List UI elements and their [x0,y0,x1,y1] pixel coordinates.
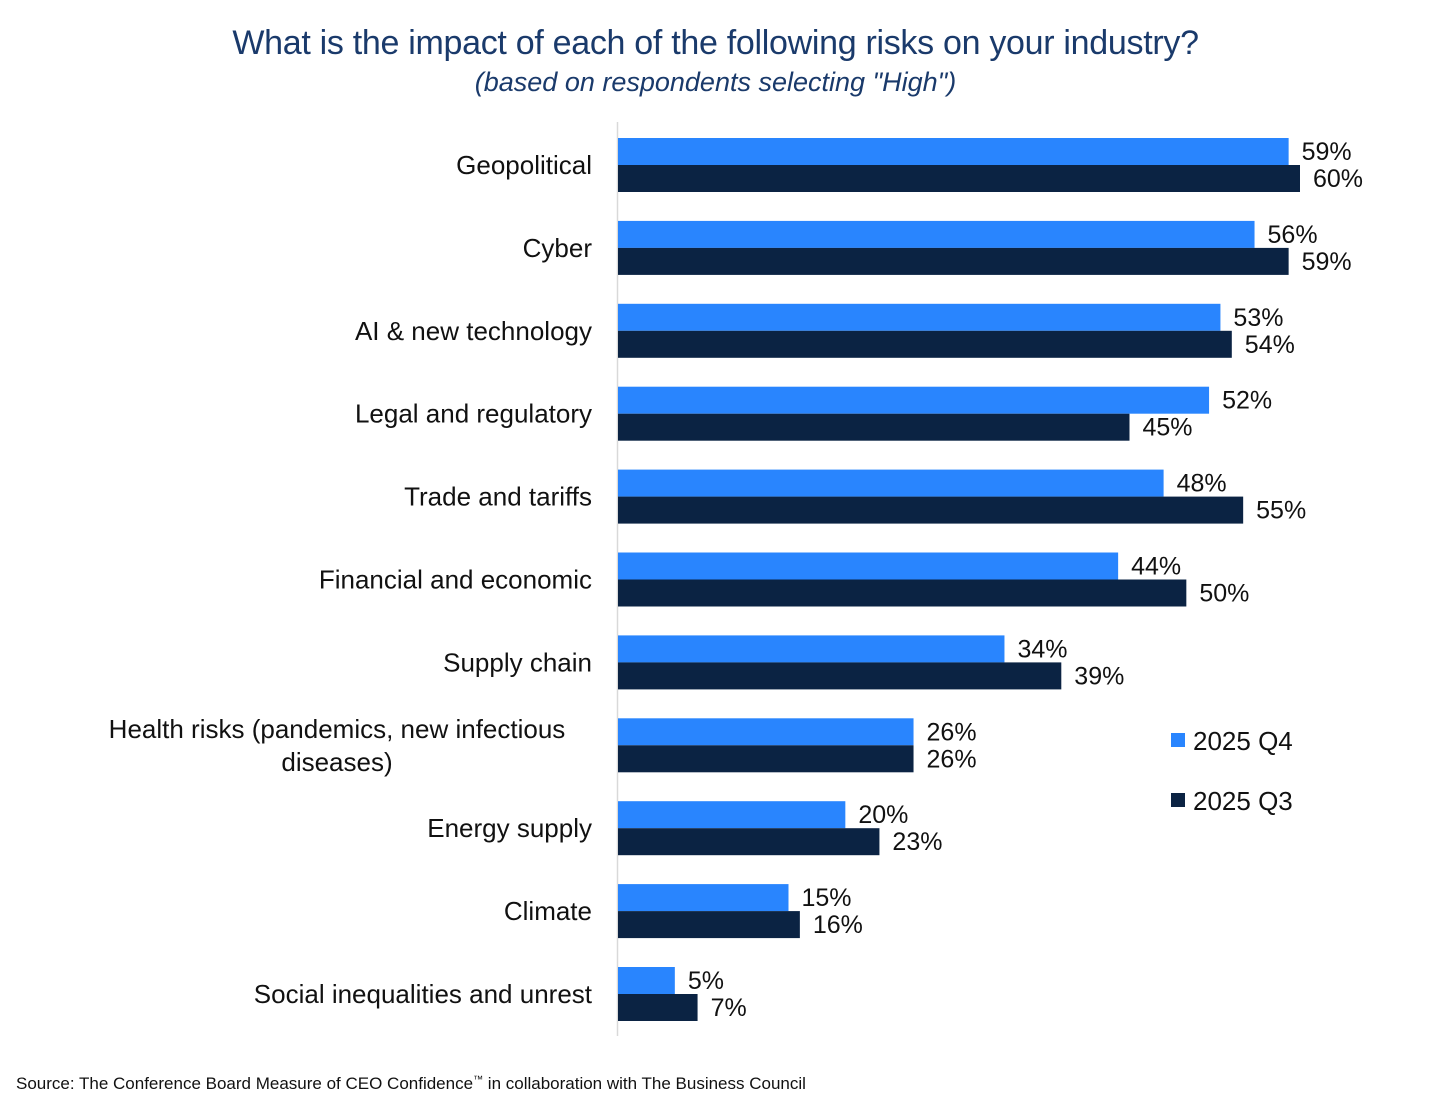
category-label: Geopolitical [456,150,592,180]
bar-2025-q3 [618,413,1130,441]
value-label: 52% [1222,387,1272,415]
bar-2025-q4 [618,967,675,994]
value-label: 39% [1074,662,1124,690]
bar-2025-q4 [618,386,1210,414]
bar-2025-q3 [618,662,1062,690]
category-label: Health risks (pandemics, new infectious d… [109,714,566,777]
value-label: 23% [892,828,942,856]
category-label-line: diseases) [281,747,392,777]
category-label: Climate [504,896,592,926]
value-label: 59% [1302,248,1352,276]
bar-2025-q4 [618,718,914,746]
chart-title: What is the impact of each of the follow… [232,24,1199,62]
value-label: 55% [1256,497,1306,525]
legend: 2025 Q4 2025 Q3 [1171,726,1293,816]
value-label: 44% [1131,553,1181,581]
source-note: Source: The Conference Board Measure of … [16,1074,806,1094]
bar-2025-q4 [618,303,1221,331]
bar-2025-q3 [618,165,1300,192]
value-label: 56% [1268,221,1318,249]
value-labels: 59%60%56%59%53%54%52%45%48%55%44%50%34%3… [688,138,1363,1022]
category-label: Trade and tariffs [404,482,592,512]
category-labels: Geopolitical Cyber AI & new technology Lega… [109,150,593,1009]
bar-2025-q3 [618,247,1289,275]
trademark-symbol: ™ [473,1074,484,1086]
value-label: 34% [1017,635,1067,663]
bar-2025-q4 [618,138,1289,165]
bar-2025-q3 [618,745,914,773]
bar-2025-q3 [618,994,698,1021]
source-text: Source: The Conference Board Measure of … [16,1074,474,1093]
category-label: Energy supply [427,813,592,843]
category-label: Social inequalities and unrest [254,979,593,1009]
value-label: 54% [1245,331,1295,359]
bar-2025-q3 [618,828,880,856]
value-label: 5% [688,967,724,995]
bars [618,138,1300,1021]
legend-label: 2025 Q4 [1193,726,1293,756]
bar-2025-q3 [618,330,1232,358]
legend-label: 2025 Q3 [1193,786,1293,816]
chart-subtitle: (based on respondents selecting "High") [474,67,957,97]
value-label: 50% [1199,580,1249,608]
bar-2025-q4 [618,884,789,912]
bar-2025-q4 [618,635,1005,663]
bar-2025-q3 [618,496,1244,524]
value-label: 16% [813,911,863,939]
value-label: 20% [858,801,908,829]
bar-chart: Geopolitical Cyber AI & new technology Lega… [109,122,1363,1036]
category-label: Legal and regulatory [355,399,592,429]
category-label: Supply chain [443,647,592,677]
value-label: 59% [1302,138,1352,166]
value-label: 15% [802,884,852,912]
value-label: 26% [927,745,977,773]
value-label: 7% [711,994,747,1022]
category-label-line: Health risks (pandemics, new infectious [109,714,566,744]
category-label: AI & new technology [355,316,592,346]
bar-2025-q4 [618,220,1255,248]
value-label: 26% [927,718,977,746]
value-label: 60% [1313,165,1363,193]
bar-2025-q3 [618,579,1187,607]
value-label: 48% [1177,470,1227,498]
bar-2025-q4 [618,469,1164,497]
value-label: 53% [1233,304,1283,332]
value-label: 45% [1143,414,1193,442]
category-label: Financial and economic [319,565,592,595]
bar-2025-q4 [618,552,1119,580]
legend-swatch-2025-q4 [1171,733,1185,747]
bar-2025-q4 [618,801,846,829]
category-label: Cyber [523,233,593,263]
legend-swatch-2025-q3 [1171,793,1185,807]
source-text-suffix: in collaboration with The Business Counc… [483,1074,806,1093]
bar-2025-q3 [618,911,800,939]
